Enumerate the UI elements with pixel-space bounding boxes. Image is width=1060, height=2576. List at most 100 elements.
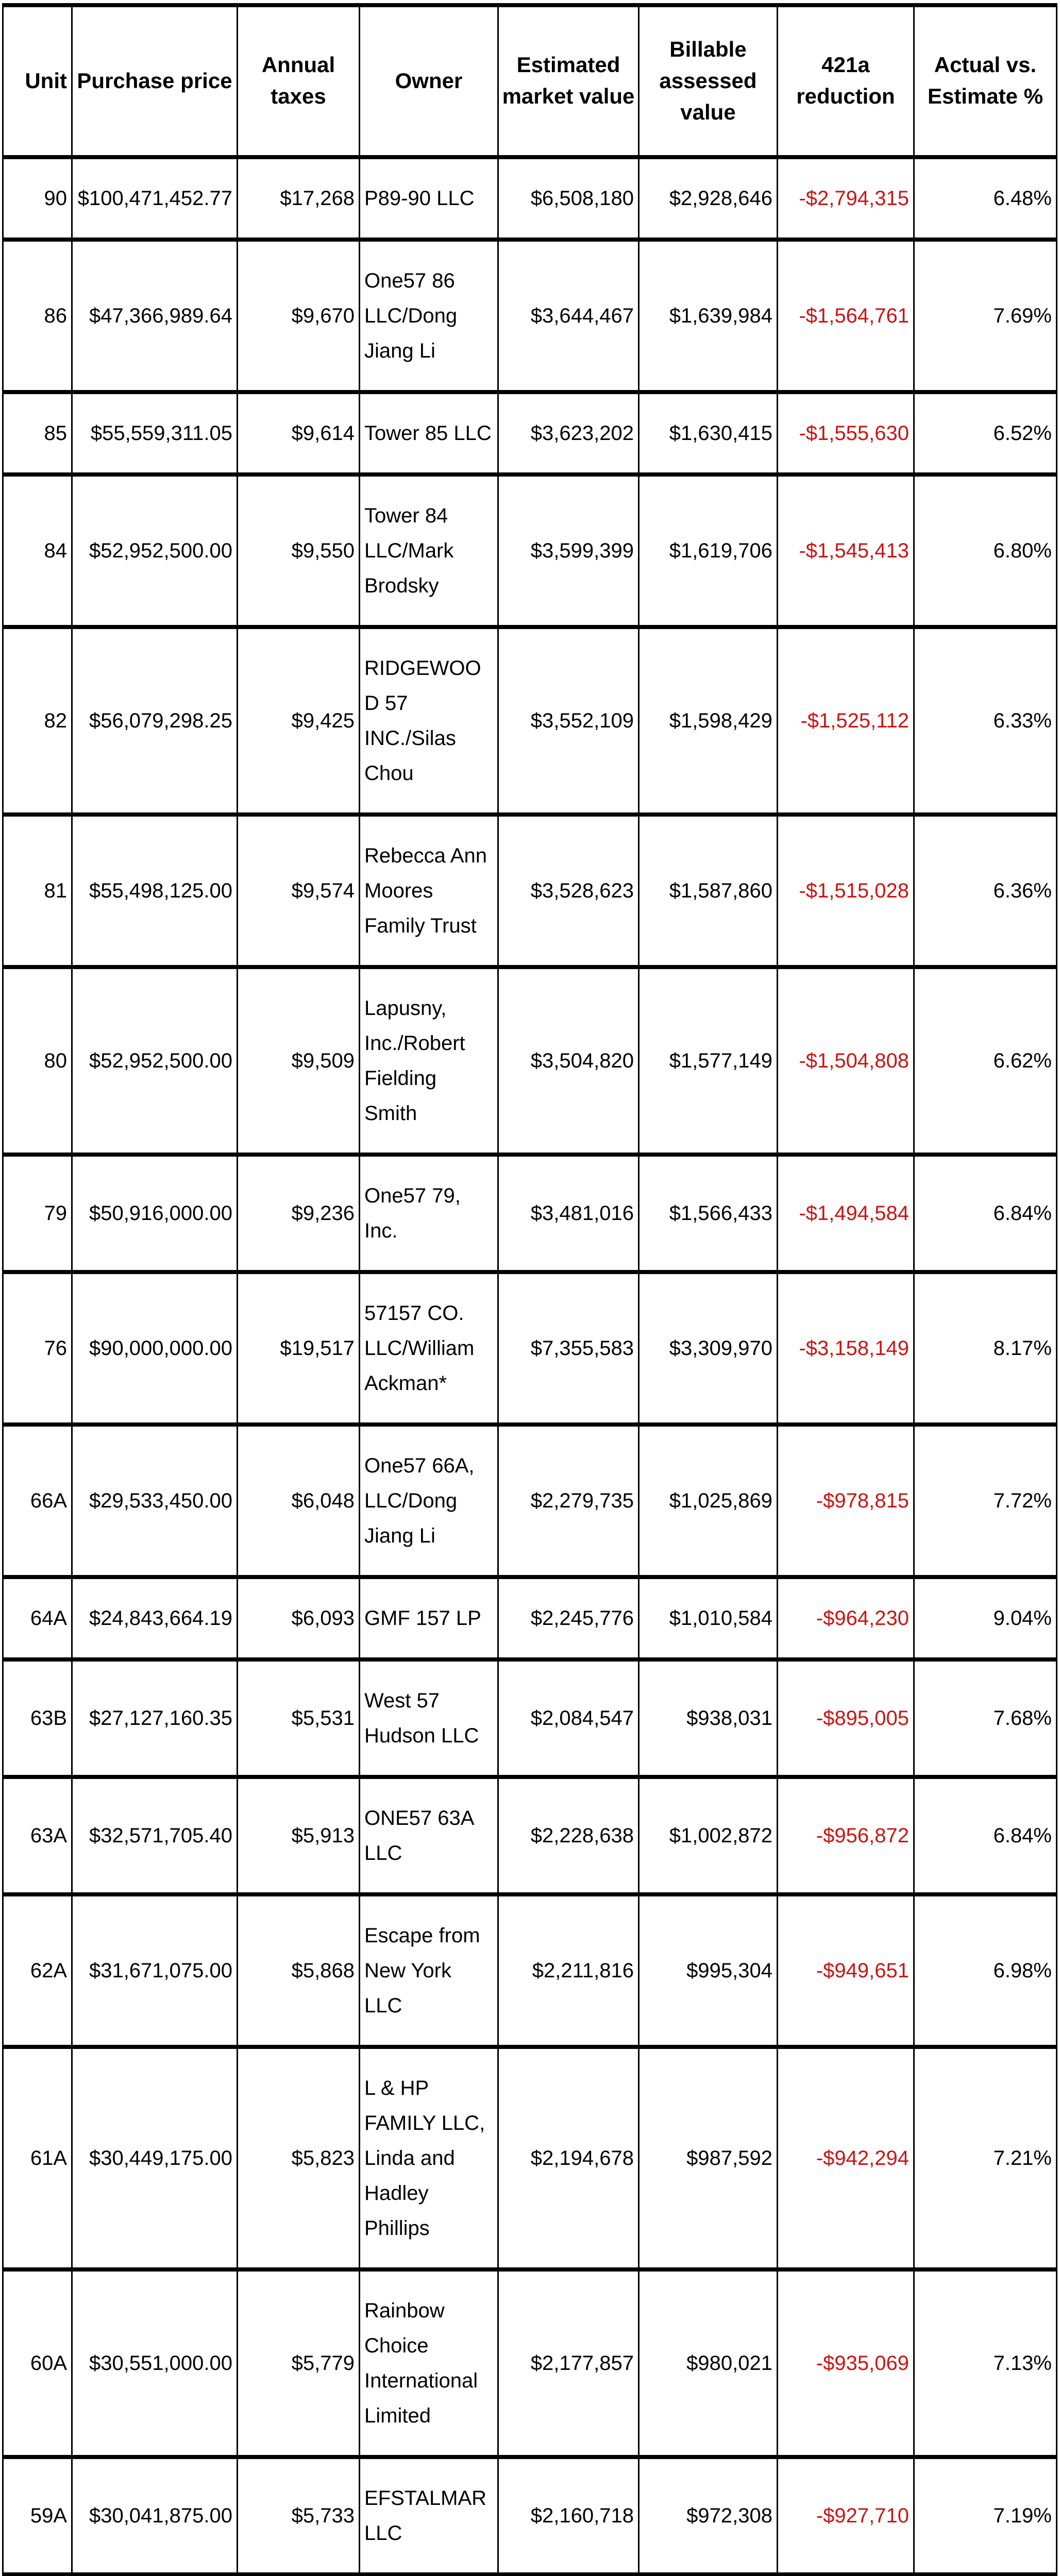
estimated_market_value-cell[interactable]: $2,228,638 [497, 1774, 640, 1896]
reduction_421a-cell[interactable]: -$1,494,584 [777, 1152, 915, 1274]
purchase_price-cell[interactable]: $52,952,500.00 [71, 964, 238, 1157]
owner-cell[interactable]: P89-90 LLC [359, 155, 499, 242]
billable_assessed_value-cell[interactable]: $2,928,646 [638, 155, 778, 242]
annual_taxes-cell[interactable]: $5,733 [237, 2454, 360, 2576]
estimated_market_value-cell[interactable]: $3,504,820 [497, 964, 640, 1157]
unit-cell[interactable]: 82 [2, 624, 73, 817]
purchase_price-cell[interactable]: $30,041,875.00 [71, 2454, 238, 2576]
reduction_421a-cell[interactable]: -$956,872 [777, 1774, 915, 1896]
reduction_421a-cell[interactable]: -$935,069 [777, 2267, 915, 2459]
actual_vs_estimate_pct-cell[interactable]: 6.36% [913, 812, 1057, 969]
reduction_421a-cell[interactable]: -$3,158,149 [777, 1269, 915, 1427]
unit-cell[interactable]: 76 [2, 1269, 73, 1427]
annual_taxes-cell[interactable]: $5,531 [237, 1657, 360, 1779]
reduction_421a-cell[interactable]: -$1,564,761 [777, 237, 915, 394]
owner-cell[interactable]: EFSTALMAR LLC [359, 2454, 499, 2576]
reduction_421a-cell[interactable]: -$942,294 [777, 2044, 915, 2272]
purchase_price-cell[interactable]: $47,366,989.64 [71, 237, 238, 394]
annual_taxes-cell[interactable]: $9,550 [237, 472, 360, 629]
column-header-reduction_421a[interactable]: 421a reduction [777, 3, 915, 159]
estimated_market_value-cell[interactable]: $2,160,718 [497, 2454, 640, 2576]
billable_assessed_value-cell[interactable]: $987,592 [638, 2044, 778, 2272]
estimated_market_value-cell[interactable]: $2,279,735 [497, 1422, 640, 1579]
estimated_market_value-cell[interactable]: $3,481,016 [497, 1152, 640, 1274]
purchase_price-cell[interactable]: $34,000,000.00 [71, 2572, 238, 2576]
estimated_market_value-cell[interactable]: $2,143,580 [497, 2572, 640, 2576]
owner-cell[interactable]: One57 79, Inc. [359, 1152, 499, 1274]
owner-cell[interactable]: West 57 Hudson LLC [359, 1657, 499, 1779]
owner-cell[interactable]: 57157 CO. LLC/William Ackman* [359, 1269, 499, 1427]
actual_vs_estimate_pct-cell[interactable]: 7.69% [913, 237, 1057, 394]
billable_assessed_value-cell[interactable]: $3,309,970 [638, 1269, 778, 1427]
unit-cell[interactable]: 79 [2, 1152, 73, 1274]
reduction_421a-cell[interactable]: -$964,230 [777, 1574, 915, 1662]
reduction_421a-cell[interactable]: -$895,005 [777, 1657, 915, 1779]
unit-cell[interactable]: 80 [2, 964, 73, 1157]
estimated_market_value-cell[interactable]: $2,245,776 [497, 1574, 640, 1662]
billable_assessed_value-cell[interactable]: $972,308 [638, 2454, 778, 2576]
column-header-actual_vs_estimate_pct[interactable]: Actual vs. Estimate % [913, 3, 1057, 159]
purchase_price-cell[interactable]: $30,449,175.00 [71, 2044, 238, 2272]
annual_taxes-cell[interactable]: $9,574 [237, 812, 360, 969]
actual_vs_estimate_pct-cell[interactable]: 9.04% [913, 1574, 1057, 1662]
annual_taxes-cell[interactable]: $5,823 [237, 2044, 360, 2272]
purchase_price-cell[interactable]: $52,952,500.00 [71, 472, 238, 629]
estimated_market_value-cell[interactable]: $3,599,399 [497, 472, 640, 629]
unit-cell[interactable]: 86 [2, 237, 73, 394]
purchase_price-cell[interactable]: $29,533,450.00 [71, 1422, 238, 1579]
annual_taxes-cell[interactable]: $6,048 [237, 1422, 360, 1579]
unit-cell[interactable]: 61A [2, 2044, 73, 2272]
reduction_421a-cell[interactable]: -$927,710 [777, 2454, 915, 2576]
actual_vs_estimate_pct-cell[interactable]: 6.48% [913, 155, 1057, 242]
reduction_421a-cell[interactable]: -$920,352 [777, 2572, 915, 2576]
purchase_price-cell[interactable]: $31,671,075.00 [71, 1892, 238, 2049]
reduction_421a-cell[interactable]: -$949,651 [777, 1892, 915, 2049]
actual_vs_estimate_pct-cell[interactable]: 6.84% [913, 1774, 1057, 1896]
billable_assessed_value-cell[interactable]: $1,619,706 [638, 472, 778, 629]
owner-cell[interactable]: One57 86 LLC/Dong Jiang Li [359, 237, 499, 394]
estimated_market_value-cell[interactable]: $2,211,816 [497, 1892, 640, 2049]
owner-cell[interactable]: One57 66A, LLC/Dong Jiang Li [359, 1422, 499, 1579]
annual_taxes-cell[interactable]: $5,688 [237, 2572, 360, 2576]
unit-cell[interactable]: 60A [2, 2267, 73, 2459]
estimated_market_value-cell[interactable]: $3,623,202 [497, 389, 640, 477]
annual_taxes-cell[interactable]: $9,614 [237, 389, 360, 477]
annual_taxes-cell[interactable]: $19,517 [237, 1269, 360, 1427]
actual_vs_estimate_pct-cell[interactable]: 7.68% [913, 1657, 1057, 1779]
unit-cell[interactable]: 84 [2, 472, 73, 629]
column-header-billable_assessed_value[interactable]: Billable assessed value [638, 3, 778, 159]
column-header-estimated_market_value[interactable]: Estimated market value [497, 3, 640, 159]
reduction_421a-cell[interactable]: -$978,815 [777, 1422, 915, 1579]
billable_assessed_value-cell[interactable]: $1,587,860 [638, 812, 778, 969]
annual_taxes-cell[interactable]: $6,093 [237, 1574, 360, 1662]
actual_vs_estimate_pct-cell[interactable]: 6.98% [913, 1892, 1057, 2049]
unit-cell[interactable]: 66A [2, 1422, 73, 1579]
actual_vs_estimate_pct-cell[interactable]: 8.17% [913, 1269, 1057, 1427]
billable_assessed_value-cell[interactable]: $1,566,433 [638, 1152, 778, 1274]
annual_taxes-cell[interactable]: $9,509 [237, 964, 360, 1157]
annual_taxes-cell[interactable]: $5,913 [237, 1774, 360, 1896]
unit-cell[interactable]: 90 [2, 155, 73, 242]
annual_taxes-cell[interactable]: $9,670 [237, 237, 360, 394]
reduction_421a-cell[interactable]: -$1,504,808 [777, 964, 915, 1157]
annual_taxes-cell[interactable]: $9,425 [237, 624, 360, 817]
owner-cell[interactable]: L & HP FAMILY LLC, Linda and Hadley Phil… [359, 2044, 499, 2272]
estimated_market_value-cell[interactable]: $6,508,180 [497, 155, 640, 242]
estimated_market_value-cell[interactable]: $3,528,623 [497, 812, 640, 969]
purchase_price-cell[interactable]: $50,916,000.00 [71, 1152, 238, 1274]
actual_vs_estimate_pct-cell[interactable]: 6.33% [913, 624, 1057, 817]
owner-cell[interactable]: RIDGEWOOD 57 INC./Silas Chou [359, 624, 499, 817]
billable_assessed_value-cell[interactable]: $1,002,872 [638, 1774, 778, 1896]
annual_taxes-cell[interactable]: $17,268 [237, 155, 360, 242]
unit-cell[interactable]: 63B [2, 1657, 73, 1779]
estimated_market_value-cell[interactable]: $2,177,857 [497, 2267, 640, 2459]
column-header-annual_taxes[interactable]: Annual taxes [237, 3, 360, 159]
purchase_price-cell[interactable]: $55,498,125.00 [71, 812, 238, 969]
annual_taxes-cell[interactable]: $5,779 [237, 2267, 360, 2459]
purchase_price-cell[interactable]: $56,079,298.25 [71, 624, 238, 817]
owner-cell[interactable]: Rainbow Choice International Limited [359, 2267, 499, 2459]
billable_assessed_value-cell[interactable]: $964,596 [638, 2572, 778, 2576]
unit-cell[interactable]: 63A [2, 1774, 73, 1896]
owner-cell[interactable]: ONE57 63A LLC [359, 1774, 499, 1896]
owner-cell[interactable]: One 57 Realty LLC (previously SSO Enterp… [359, 2572, 499, 2576]
